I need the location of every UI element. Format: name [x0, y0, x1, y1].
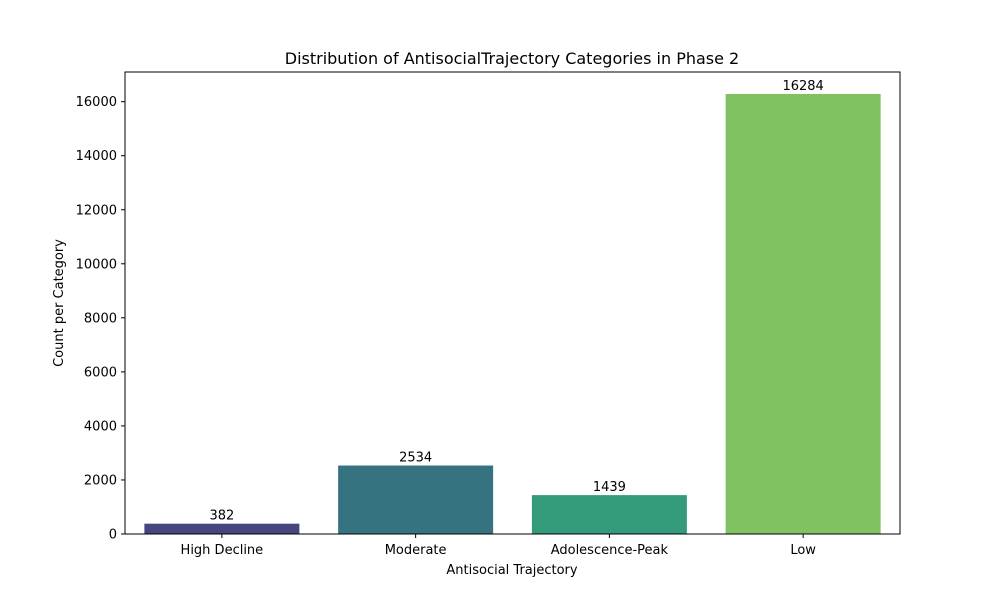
plot-frame	[124, 71, 901, 535]
bars-layer	[144, 93, 881, 535]
y-tick-label: 0	[109, 528, 117, 543]
y-tick-label: 10000	[76, 257, 117, 272]
x-axis-label: Antisocial Trajectory	[446, 563, 578, 578]
x-tick-label: Low	[790, 543, 816, 558]
chart-title: Distribution of AntisocialTrajectory Cat…	[285, 49, 739, 68]
data-label: 1439	[593, 480, 626, 495]
bar-high-decline	[144, 523, 300, 534]
y-tick-label: 16000	[76, 95, 117, 110]
y-tick-label: 12000	[76, 203, 117, 218]
y-axis-label: Count per Category	[52, 239, 67, 367]
bar-moderate	[338, 465, 494, 534]
x-tick-label: High Decline	[181, 543, 264, 558]
bar-low	[725, 93, 881, 535]
y-tick-label: 14000	[76, 149, 117, 164]
y-axis: 0 2000 4000 6000 8000 10000 12000 14000 16000	[76, 95, 125, 543]
x-tick-label: Moderate	[385, 543, 447, 558]
bar-adolescence-peak	[531, 495, 687, 534]
x-axis: High Decline Moderate Adolescence-Peak Low	[181, 534, 816, 558]
data-labels-layer: 382 2534 1439 16284	[209, 79, 823, 524]
data-label: 16284	[782, 79, 823, 94]
y-tick-label: 2000	[84, 473, 117, 488]
data-label: 382	[209, 509, 234, 524]
y-tick-label: 8000	[84, 311, 117, 326]
y-tick-label: 6000	[84, 365, 117, 380]
y-tick-label: 4000	[84, 419, 117, 434]
data-label: 2534	[399, 451, 432, 466]
x-tick-label: Adolescence-Peak	[551, 543, 669, 558]
